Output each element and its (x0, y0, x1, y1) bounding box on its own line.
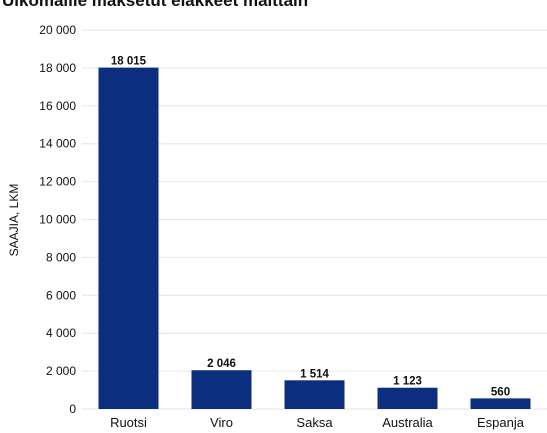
y-tick-label: 14 000 (39, 137, 76, 151)
x-axis-ticks: Ruotsi Viro Saksa Australia Espanja (110, 415, 525, 430)
y-tick-label: 8 000 (46, 250, 76, 264)
gridlines (82, 29, 547, 410)
data-label: 18 015 (111, 56, 147, 68)
y-axis-ticks: 0 2 000 4 000 6 000 8 000 10 000 12 000 14 000 1… (39, 23, 76, 416)
y-tick-label: 20 000 (39, 23, 76, 37)
bars: 18 015 2 046 1 514 1 123 560 (98, 56, 531, 409)
data-label: 1 123 (393, 376, 422, 388)
y-tick-label: 16 000 (39, 99, 76, 113)
bar (377, 387, 438, 409)
bar (284, 380, 345, 409)
bar (470, 398, 531, 409)
data-label: 1 514 (300, 368, 329, 380)
chart-title: Ulkomaille maksetut eläkkeet maittain (2, 0, 309, 10)
data-label: 2 046 (207, 358, 236, 370)
y-tick-label: 6 000 (46, 288, 76, 302)
x-tick-label: Viro (210, 415, 233, 430)
y-tick-label: 2 000 (46, 364, 76, 378)
x-tick-label: Ruotsi (110, 415, 147, 430)
bar (98, 67, 159, 409)
y-tick-label: 12 000 (39, 175, 76, 189)
y-axis-label: SAAJIA, LKM (7, 184, 21, 257)
y-tick-label: 10 000 (39, 213, 76, 227)
y-tick-label: 18 000 (39, 61, 76, 75)
x-tick-label: Espanja (477, 415, 525, 430)
x-tick-label: Saksa (296, 415, 333, 430)
data-label: 560 (491, 386, 510, 398)
bar (191, 370, 252, 409)
x-tick-label: Australia (382, 415, 433, 430)
y-tick-label: 0 (69, 402, 76, 416)
y-tick-label: 4 000 (46, 326, 76, 340)
